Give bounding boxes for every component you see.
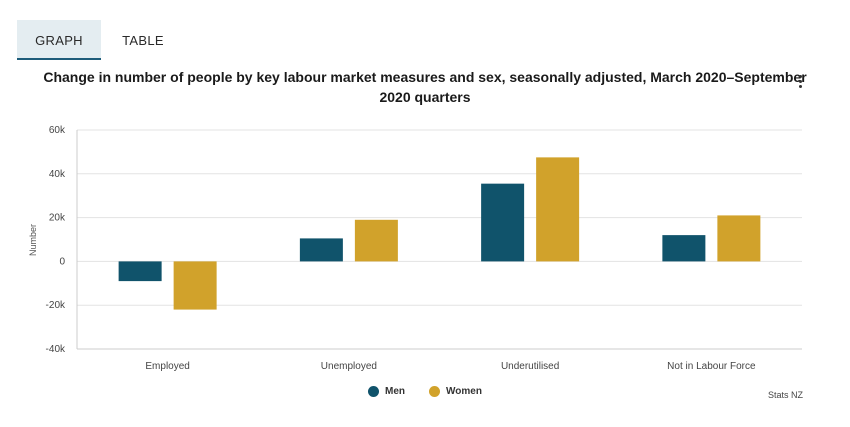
x-tick-label: Not in Labour Force [667, 361, 756, 372]
bar-women-3 [536, 157, 580, 262]
x-tick-label: Employed [145, 361, 189, 372]
legend: Men Women [0, 386, 850, 397]
tab-table[interactable]: TABLE [122, 33, 164, 48]
legend-label-men: Men [385, 386, 406, 397]
legend-item-women[interactable]: Women [429, 386, 482, 397]
bar-men-4 [662, 235, 706, 262]
y-tick-label: -40k [46, 344, 66, 355]
legend-swatch-women [429, 386, 441, 397]
y-tick-label: 60k [49, 125, 66, 136]
legend-label-women: Women [446, 386, 482, 397]
credit-label: Stats NZ [767, 390, 803, 400]
bar-men-1 [118, 261, 162, 282]
more-vertical-icon[interactable] [790, 70, 810, 92]
legend-swatch-men [368, 386, 380, 397]
bar-women-2 [354, 219, 398, 262]
x-tick-label: Unemployed [321, 361, 377, 372]
bar-men-3 [481, 183, 525, 262]
y-tick-label: 0 [59, 256, 65, 267]
chart-title: Change in number of people by key labour… [43, 69, 807, 105]
bar-men-2 [299, 238, 343, 262]
x-tick-label: Underutilised [501, 361, 559, 372]
chart-tabs: GRAPH TABLE [17, 20, 835, 61]
tab-graph[interactable]: GRAPH [17, 20, 101, 60]
y-tick-label: 20k [49, 213, 66, 224]
bar-women-1 [173, 261, 217, 310]
y-tick-label: -20k [46, 300, 66, 311]
legend-item-men[interactable]: Men [368, 386, 405, 397]
bar-women-4 [717, 215, 761, 262]
y-tick-label: 40k [49, 169, 66, 180]
y-axis-title: Number [28, 224, 38, 256]
